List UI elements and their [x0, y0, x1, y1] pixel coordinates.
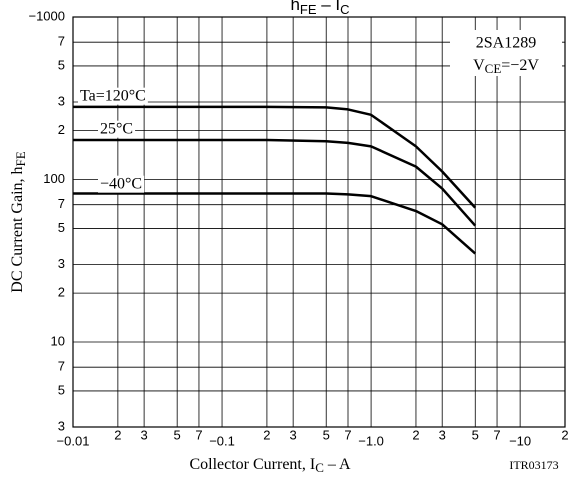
- curve: [73, 105, 477, 209]
- x-tick-label: 7: [195, 427, 202, 442]
- label-part: DC Current Gain, h: [9, 166, 26, 292]
- x-tick-label: 7: [344, 427, 351, 442]
- x-tick-label: −1.0: [358, 433, 384, 448]
- x-tick-label: 5: [174, 427, 181, 442]
- y-tick-label: 100: [43, 171, 65, 186]
- label-sub: FE: [13, 151, 28, 166]
- label-bg: [98, 120, 136, 138]
- y-tick-label: 3: [58, 93, 65, 108]
- condition-part: V: [473, 57, 485, 74]
- label-part: – A: [324, 456, 351, 473]
- label-bg: [78, 87, 148, 105]
- condition-part: =−2V: [501, 57, 539, 74]
- x-tick-label: 7: [493, 427, 500, 442]
- curve-label: −40°C: [100, 176, 142, 193]
- figure-code: ITR03173: [509, 458, 558, 472]
- x-tick-label: 2: [561, 427, 568, 442]
- x-tick-label: 5: [323, 427, 330, 442]
- title-part: – I: [317, 0, 341, 14]
- label-sub: C: [315, 460, 324, 475]
- x-tick-label: −0.01: [57, 433, 90, 448]
- x-tick-label: 2: [263, 427, 270, 442]
- x-tick-label: 3: [140, 427, 147, 442]
- plot-frame: [72, 16, 566, 428]
- label-part: Collector Current, I: [189, 456, 315, 473]
- info-box: [450, 30, 562, 76]
- y-tick-label: 5: [58, 382, 65, 397]
- y-tick-label: 7: [58, 196, 65, 211]
- y-tick-label: 10: [51, 333, 65, 348]
- title-part: h: [290, 0, 299, 14]
- x-tick-label: 2: [412, 427, 419, 442]
- title-sub: C: [340, 2, 349, 17]
- y-tick-label: 7: [58, 34, 65, 49]
- y-tick-label: 3: [58, 418, 65, 433]
- x-axis-label: Collector Current, IC – A: [189, 456, 351, 475]
- y-axis-label: DC Current Gain, hFE: [9, 151, 28, 292]
- device-name: 2SA1289: [476, 35, 536, 52]
- label-bg: [98, 175, 145, 193]
- curve-label: 25°C: [100, 121, 133, 138]
- x-tick-label: 2: [114, 427, 121, 442]
- condition: VCE=−2V: [473, 57, 539, 76]
- x-tick-label: 3: [439, 427, 446, 442]
- y-tick-label: 5: [58, 57, 65, 72]
- y-tick-label: 2: [58, 285, 65, 300]
- curve: [73, 192, 477, 255]
- y-tick-label: 7: [58, 359, 65, 374]
- x-tick-label: −0.1: [209, 433, 235, 448]
- y-tick-label: 2: [58, 122, 65, 137]
- y-tick-label: 5: [58, 220, 65, 235]
- x-tick-label: −10: [509, 433, 531, 448]
- x-tick-label: 5: [472, 427, 479, 442]
- curve: [73, 138, 477, 227]
- y-tick-label: −1000: [28, 8, 65, 23]
- title-sub: FE: [300, 2, 317, 17]
- chart-title: hFE – IC: [290, 0, 349, 17]
- condition-part: CE: [485, 61, 502, 76]
- curve-label: Ta=120°C: [80, 88, 146, 105]
- y-tick-label: 3: [58, 256, 65, 271]
- x-tick-label: 3: [290, 427, 297, 442]
